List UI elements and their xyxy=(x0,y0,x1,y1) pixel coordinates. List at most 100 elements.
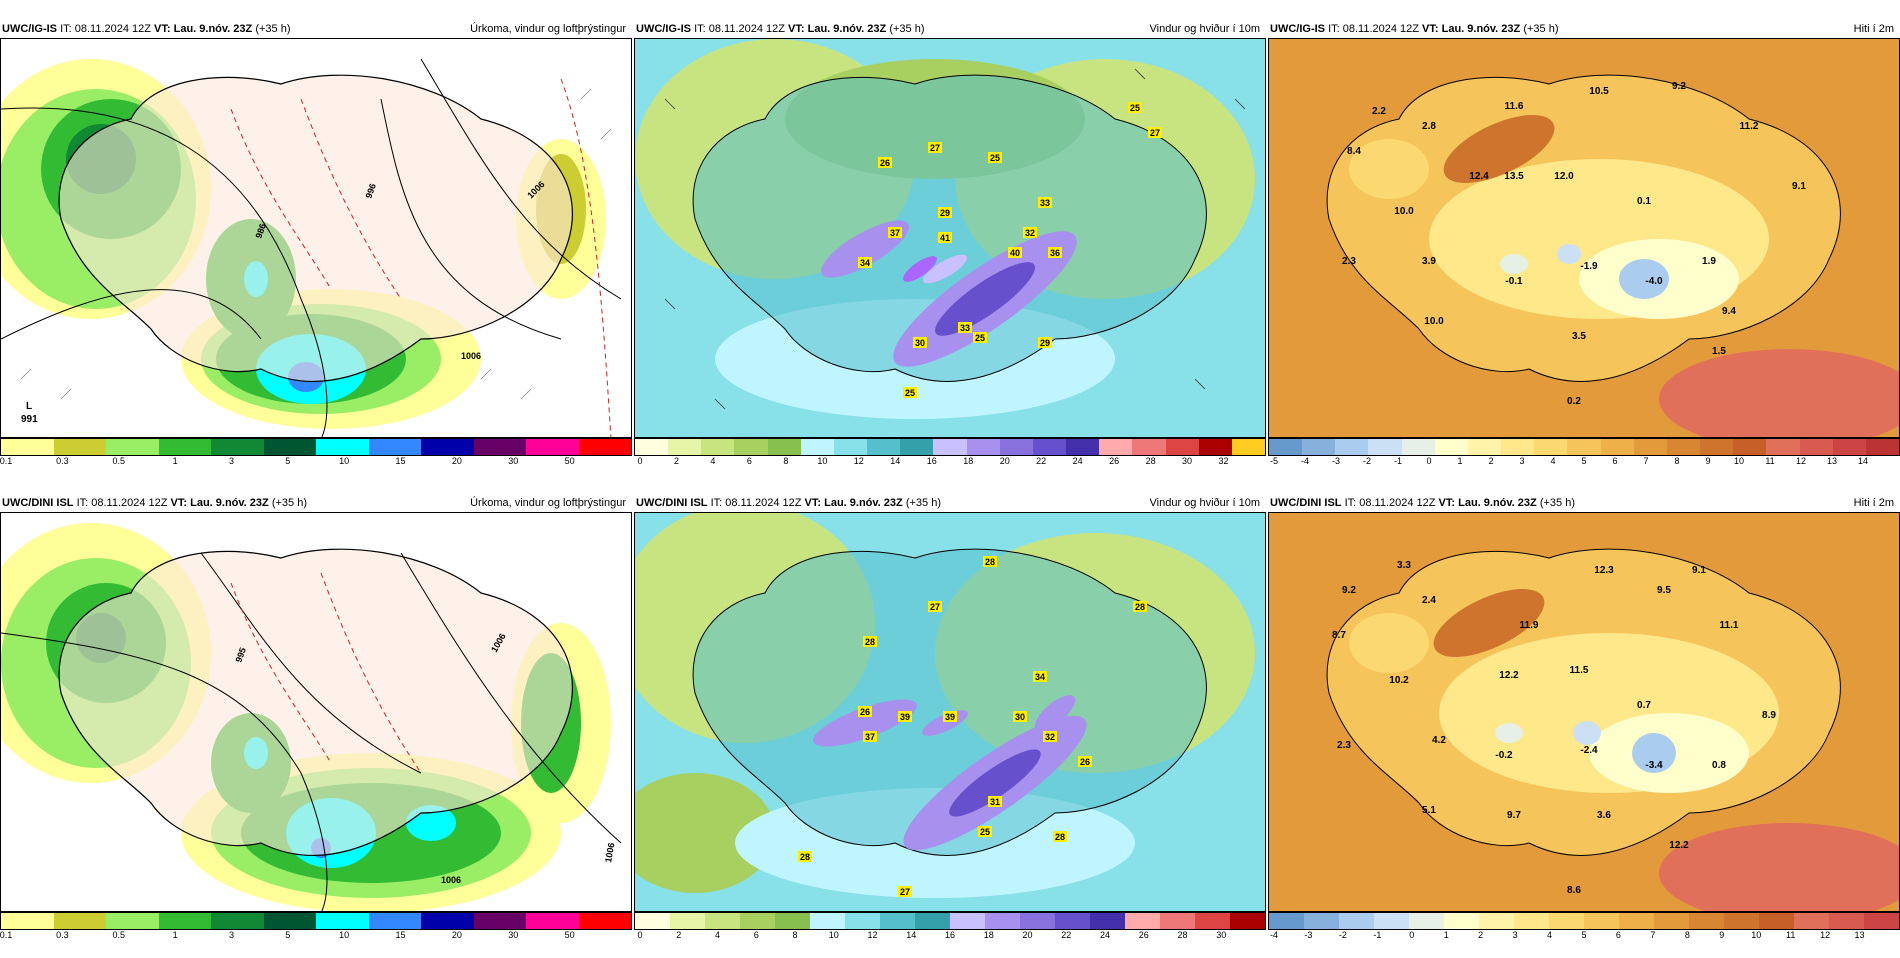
colorbar-tick-label: 2 xyxy=(1488,456,1494,466)
colorbar-tick-label: 3 xyxy=(1512,930,1518,940)
temperature-label: 3.5 xyxy=(1572,331,1586,342)
gust-box xyxy=(798,851,812,862)
colorbar-segment xyxy=(800,439,834,455)
colorbar-tick-label: 10 xyxy=(1751,930,1762,940)
temperature-label: 3.9 xyxy=(1422,256,1436,267)
temperature-label: 10.5 xyxy=(1589,86,1609,97)
colorbar-tick-label: 50 xyxy=(564,456,575,466)
colorbar-segment xyxy=(1829,913,1864,929)
colorbar-segment xyxy=(1231,439,1265,455)
colorbar-segment xyxy=(1339,913,1374,929)
panel-header: UWC/DINI ISL IT: 08.11.2024 12Z VT: Lau.… xyxy=(1268,494,1900,512)
colorbar-segment xyxy=(985,913,1020,929)
colorbar-segment xyxy=(1444,913,1479,929)
colorbar xyxy=(0,438,632,456)
gust-label: 40 xyxy=(1010,248,1020,258)
colorbar-tick-label: -2 xyxy=(1362,456,1372,466)
colorbar-tick-label: 0.3 xyxy=(56,930,69,940)
colorbar-segment xyxy=(473,439,526,455)
colorbar-tick-label: 14 xyxy=(890,456,901,466)
colorbar xyxy=(634,438,1266,456)
gust-box xyxy=(1038,337,1052,348)
colorbar-segment xyxy=(316,439,369,455)
gust-box xyxy=(1048,247,1062,258)
colorbar-segment xyxy=(316,913,369,929)
colorbar-segment xyxy=(473,913,526,929)
colorbar-segment xyxy=(670,913,705,929)
colorbar-segment xyxy=(900,439,934,455)
colorbar-segment xyxy=(1501,439,1535,455)
gust-label: 29 xyxy=(1040,338,1050,348)
colorbar-segment xyxy=(1799,439,1833,455)
panel-wind-igis: UWC/IG-IS IT: 08.11.2024 12Z VT: Lau. 9.… xyxy=(634,20,1266,484)
colorbar-tick-label: 30 xyxy=(508,456,519,466)
isobar-label: 1006 xyxy=(461,351,481,361)
colorbar-tick-label: 24 xyxy=(1099,930,1111,940)
colorbar xyxy=(1268,438,1900,456)
valid-time: VT: Lau. 9.nóv. 23Z xyxy=(1438,497,1537,509)
gust-box xyxy=(878,157,892,168)
gust-label: 41 xyxy=(940,233,950,243)
colorbar-segment xyxy=(1584,913,1619,929)
colorbar-tick-label: 16 xyxy=(926,456,937,466)
gust-label: 34 xyxy=(860,258,870,268)
colorbar-tick-label: 50 xyxy=(564,930,575,940)
colorbar-segment xyxy=(1374,913,1409,929)
colorbar-segment xyxy=(1335,439,1369,455)
colorbar-tick-label: 20 xyxy=(451,456,462,466)
temperature-label: 5.1 xyxy=(1422,805,1436,816)
temperature-label: 11.6 xyxy=(1505,101,1524,112)
colorbar xyxy=(0,912,632,930)
temperature-label: 8.6 xyxy=(1567,885,1581,896)
colorbar-tick-label: 28 xyxy=(1177,930,1188,940)
gust-label: 26 xyxy=(860,707,870,717)
colorbar-segment xyxy=(1733,439,1767,455)
gust-label: 25 xyxy=(980,827,990,837)
init-time: IT: 08.11.2024 12Z xyxy=(1344,497,1436,509)
gust-box xyxy=(858,257,872,268)
panel-precip-igis: UWC/IG-IS IT: 08.11.2024 12Z VT: Lau. 9.… xyxy=(0,20,632,484)
colorbar-segment xyxy=(1434,439,1468,455)
colorbar-tick-label: 6 xyxy=(753,930,759,940)
colorbar-tick-label: -4 xyxy=(1269,930,1279,940)
colorbar-tick-label: 3 xyxy=(1519,456,1525,466)
colorbar-tick-label: 18 xyxy=(963,456,974,466)
colorbar-segment xyxy=(1409,913,1444,929)
gust-box xyxy=(863,731,877,742)
temperature-label: 12.3 xyxy=(1594,565,1614,576)
gust-box xyxy=(1038,197,1052,208)
colorbar-segment xyxy=(740,913,775,929)
model-name: UWC/DINI ISL xyxy=(2,497,74,509)
temperature-label: 9.2 xyxy=(1672,81,1686,92)
colorbar-tick-label: 20 xyxy=(451,930,462,940)
gust-box xyxy=(913,337,927,348)
temperature-label: 0.7 xyxy=(1637,700,1651,711)
colorbar-segment xyxy=(263,439,316,455)
colorbar-segment xyxy=(1467,439,1502,455)
temperature-label: 12.2 xyxy=(1669,840,1689,851)
colorbar-segment xyxy=(1125,913,1160,929)
temperature-label: 3.6 xyxy=(1597,810,1611,821)
lead-time: (+35 h) xyxy=(255,23,291,35)
colorbar-tick-label: 10 xyxy=(1733,456,1745,466)
colorbar-tick-label: 1 xyxy=(172,456,178,466)
colorbar-tick-label: 13 xyxy=(1854,930,1865,940)
colorbar-segment xyxy=(1198,439,1232,455)
colorbar-segment xyxy=(1619,913,1654,929)
colorbar-tick-label: 12 xyxy=(867,930,878,940)
colorbar-tick-label: 0.1 xyxy=(0,456,13,466)
lead-time: (+35 h) xyxy=(1523,23,1559,35)
gust-box xyxy=(983,556,997,567)
gust-label: 25 xyxy=(975,333,985,343)
colorbar-tick-label: 14 xyxy=(1857,456,1869,466)
gust-label: 28 xyxy=(800,852,810,862)
colorbar-segment xyxy=(1055,913,1090,929)
colorbar-segment xyxy=(1759,913,1794,929)
gust-label: 28 xyxy=(985,557,995,567)
temperature-map: 2.2 2.8 11.6 10.5 9.2 11.2 8.4 12.4 13.5 12.0 9.1 1… xyxy=(1268,38,1900,438)
colorbar-tick-label: 0.1 xyxy=(0,930,13,940)
gust-label: 33 xyxy=(960,323,970,333)
colorbar-segment xyxy=(158,439,211,455)
colorbar-tick-label: 30 xyxy=(508,930,519,940)
colorbar-tick-label: 0 xyxy=(1426,456,1432,466)
